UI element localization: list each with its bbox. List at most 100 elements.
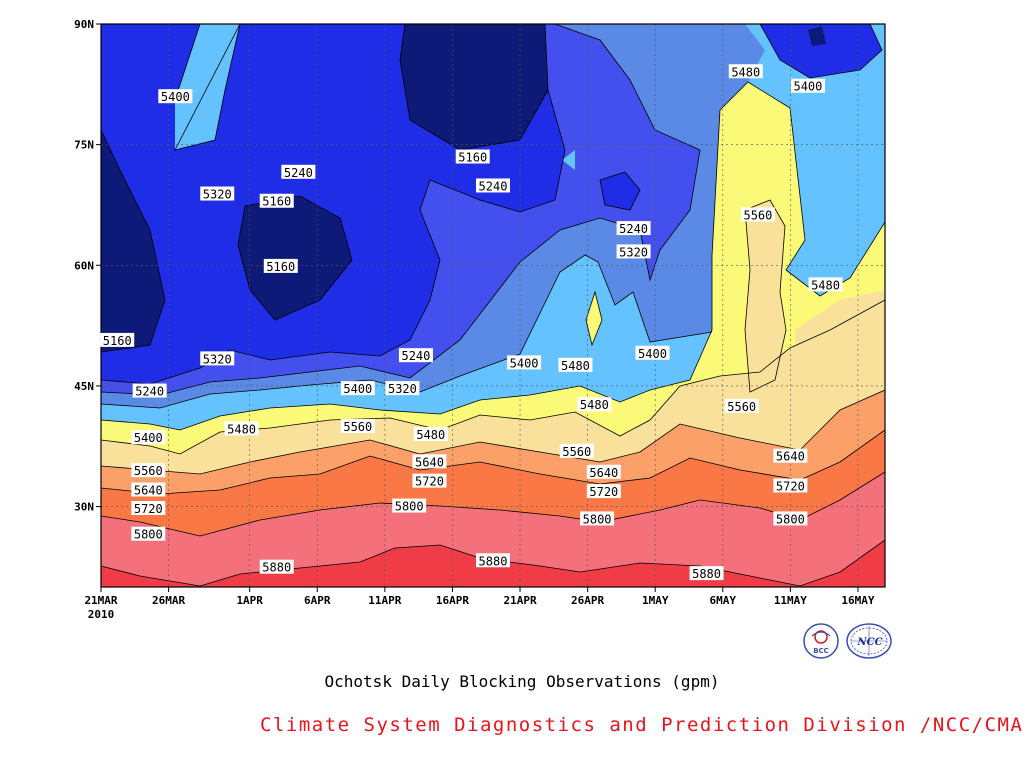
- contour-label-bg: [200, 351, 235, 366]
- y-tick-label: 90N: [74, 18, 94, 31]
- band-below-5160-mid: [238, 196, 352, 320]
- contour-label-text: 5880: [262, 561, 291, 575]
- contour-label-text: 5400: [161, 90, 190, 104]
- contour-label-bg: [808, 277, 843, 292]
- contour-label: 5640: [131, 482, 166, 497]
- contour-label-text: 5480: [731, 65, 760, 79]
- contour-labels: 5400 5320 5240 5160 5160 5160 5240 5320 5240 5400…: [100, 64, 843, 581]
- contour-label-bg: [455, 149, 490, 164]
- contour-label-text: 5720: [134, 502, 163, 516]
- contour-label-text: 5240: [284, 166, 313, 180]
- contour-label-text: 5400: [510, 356, 539, 370]
- contour-label-text: 5880: [479, 554, 508, 568]
- band-peach-right: [795, 290, 885, 420]
- contour-label-bg: [616, 244, 651, 259]
- contour-label: 5560: [559, 443, 594, 459]
- contour-label-text: 5160: [266, 260, 295, 274]
- contour-label-text: 5240: [135, 385, 164, 399]
- contour-label-text: 5640: [415, 455, 444, 469]
- y-axis: 30N 45N 60N 75N 90N: [74, 18, 101, 514]
- contour-label: 5880: [259, 559, 294, 575]
- contour-lines: [101, 24, 885, 587]
- contour-label: 5320: [385, 381, 420, 396]
- contour-label: 5480: [577, 397, 612, 412]
- contour-label-bg: [392, 498, 427, 513]
- contour-label: 5560: [131, 463, 166, 478]
- contour-line-pocket-yellow: [585, 290, 603, 347]
- contour-label-text: 5480: [811, 278, 840, 292]
- contour-label-bg: [131, 500, 166, 515]
- contour-label-text: 5160: [458, 151, 487, 165]
- contour-line-5560: [101, 299, 885, 455]
- contour-label: 5560: [340, 418, 375, 434]
- contour-label-bg: [200, 186, 235, 201]
- plot-frame: [100, 23, 886, 588]
- contour-label-text: 5400: [793, 80, 822, 94]
- contour-label-bg: [586, 464, 621, 479]
- contour-label-bg: [131, 463, 166, 478]
- contour-label: 5800: [392, 498, 427, 514]
- contour-label: 5720: [586, 484, 621, 499]
- contour-label: 5720: [773, 478, 808, 493]
- contour-label: 5400: [158, 89, 193, 104]
- contour-label-text: 5240: [401, 349, 430, 363]
- contour-fills: [101, 24, 885, 587]
- contour-label-text: 5480: [227, 422, 256, 436]
- contour-label-bg: [340, 381, 375, 396]
- contour-label: 5400: [790, 78, 825, 94]
- contour-label: 5640: [586, 464, 621, 480]
- contour-label: 5800: [131, 526, 166, 542]
- y-tick-label: 30N: [74, 501, 94, 514]
- contour-label: 5320: [200, 351, 235, 366]
- x-tick-label: 26MAR: [152, 594, 185, 607]
- contour-label-bg: [790, 78, 825, 93]
- contour-label: 5480: [728, 64, 763, 79]
- x-axis: 21MAR 26MAR 1APR 6APR 11APR 16APR 21APR 26APR 1M…: [84, 587, 875, 621]
- svg-text:NCC: NCC: [856, 637, 882, 648]
- contour-label: 5240: [132, 383, 167, 399]
- band-light-pocket-2: [562, 150, 575, 170]
- contour-label-bg: [413, 426, 448, 441]
- contour-label-text: 5800: [776, 512, 805, 526]
- contour-label-bg: [224, 421, 259, 436]
- contour-line-5480: [101, 81, 885, 431]
- contour-label: 5160: [263, 258, 298, 274]
- contour-label-text: 5560: [743, 208, 772, 222]
- contour-label-bg: [259, 193, 294, 208]
- contour-line-5320: [101, 24, 701, 396]
- contour-label-text: 5400: [134, 431, 163, 445]
- contour-label-bg: [559, 443, 594, 458]
- contour-label-text: 5320: [619, 245, 648, 259]
- contour-label-text: 5640: [776, 450, 805, 464]
- contour-label-text: 5480: [561, 359, 590, 373]
- grid-lines: [101, 24, 885, 587]
- contour-label-bg: [131, 482, 166, 497]
- x-tick-label: 11APR: [368, 594, 401, 607]
- contour-label-bg: [635, 345, 670, 360]
- contour-label-bg: [131, 430, 166, 445]
- contour-line-pocket-apr27: [599, 171, 641, 211]
- contour-line-pocket-1: [174, 24, 241, 151]
- contour-label-bg: [558, 357, 593, 372]
- contour-label-bg: [586, 484, 621, 499]
- contour-label-text: 5720: [589, 485, 618, 499]
- contour-label-text: 5400: [343, 382, 372, 396]
- contour-label-text: 5560: [134, 464, 163, 478]
- x-tick-label: 21MAR: [84, 594, 117, 607]
- band-below-5160-core: [101, 130, 165, 352]
- x-tick-label: 26APR: [571, 594, 604, 607]
- contour-label-bg: [728, 64, 763, 79]
- svg-text:BCC: BCC: [813, 647, 829, 655]
- contour-label-text: 5560: [562, 445, 591, 459]
- contour-label-bg: [773, 478, 808, 493]
- contour-label-bg: [340, 418, 375, 433]
- contour-label: 5560: [740, 207, 775, 222]
- contour-label: 5480: [413, 426, 448, 442]
- contour-label-bg: [507, 355, 542, 370]
- contour-label-bg: [132, 383, 167, 398]
- contour-line-pocket-topright: [759, 24, 883, 79]
- band-peach-core: [745, 200, 786, 392]
- contour-label: 5240: [476, 178, 510, 193]
- contour-line-5400: [101, 254, 713, 409]
